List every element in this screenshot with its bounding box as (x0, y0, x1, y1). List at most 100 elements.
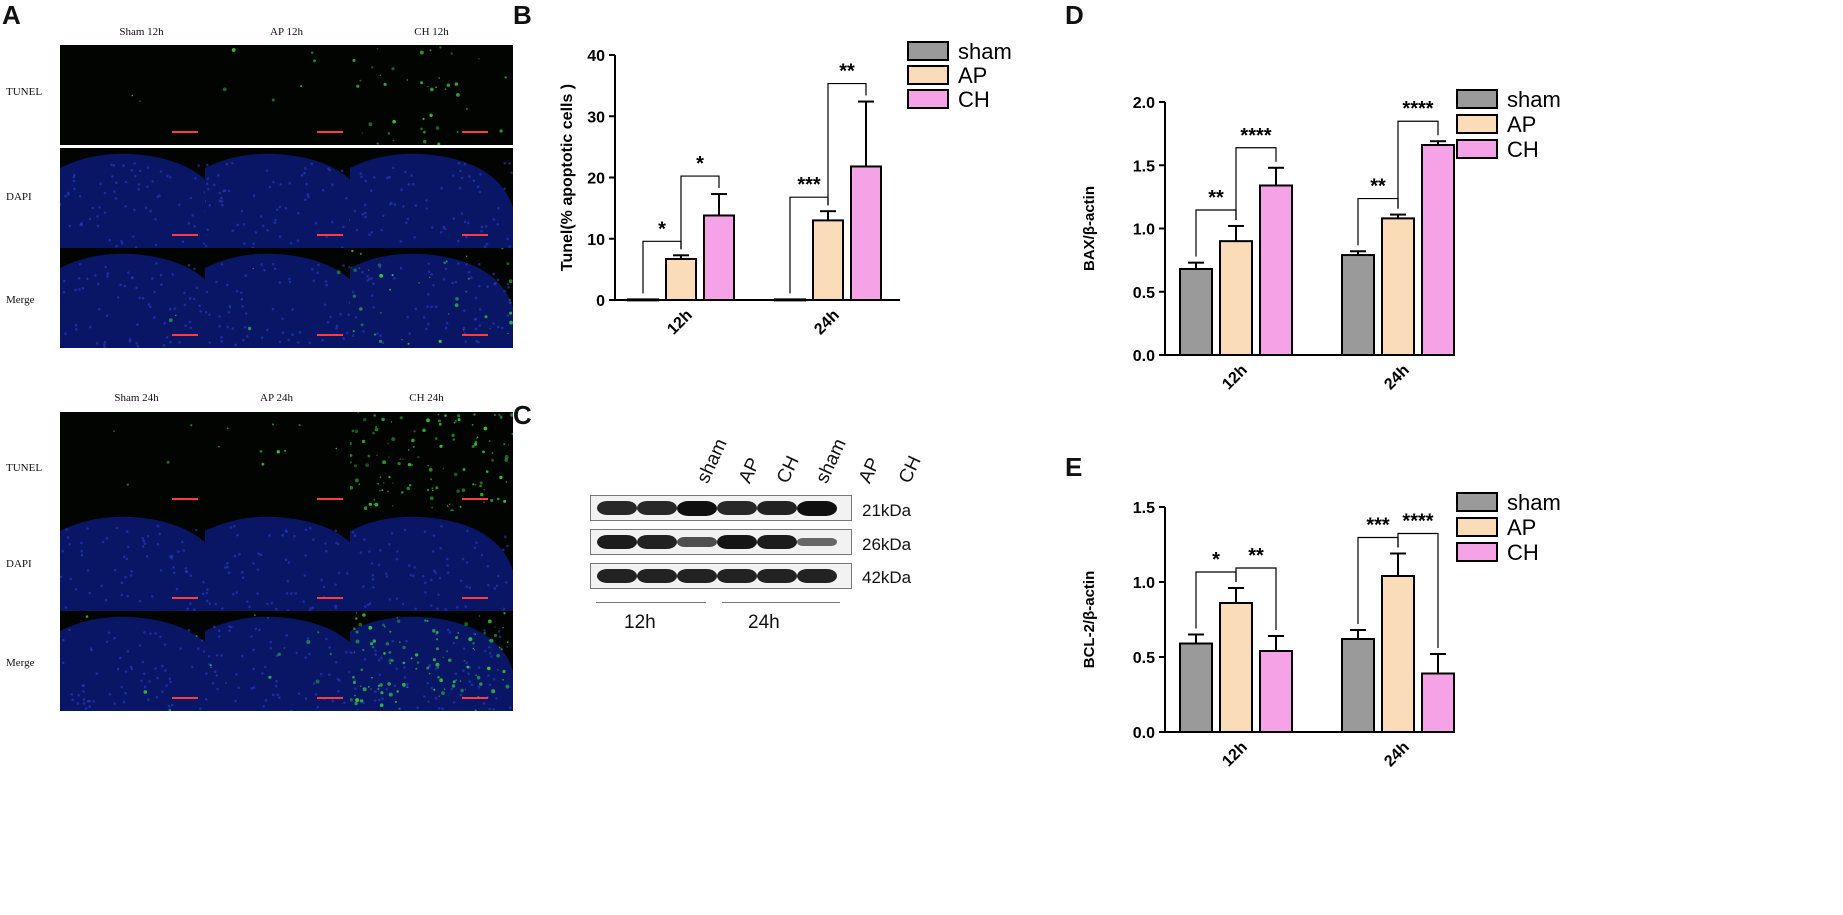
bar-CH (1259, 650, 1293, 733)
blot-band (677, 500, 717, 516)
scale-bar (317, 131, 343, 133)
timepoint-label: 12h (624, 612, 656, 633)
significance-label: ** (839, 61, 855, 83)
significance-bracket (1235, 567, 1277, 630)
blot-band (597, 569, 637, 583)
legend-label: AP (1507, 112, 1536, 137)
bar-AP (1219, 602, 1253, 733)
panel-letter-e: E (1065, 452, 1083, 482)
chart-tunel: 0 10 20 30 40 Tunel(% apoptotic cells ) 12h 24h… (520, 20, 1060, 390)
blot-band (637, 535, 677, 549)
legend-label: CH (1507, 137, 1539, 162)
bar-CH (703, 214, 735, 302)
scale-bar (172, 234, 198, 236)
lane-label: AP (855, 454, 885, 487)
bar-chart: 0 10 20 30 40 Tunel(% apoptotic cells ) 12h 24h… (559, 39, 1012, 339)
legend-swatch (1456, 114, 1498, 134)
bar-AP (665, 257, 697, 301)
y-tick-label: 0.0 (1133, 348, 1155, 365)
blot-band (717, 501, 757, 515)
y-tick-label: 1.0 (1133, 222, 1155, 239)
significance-label: ** (1208, 187, 1224, 209)
y-tick-label: 10 (587, 232, 605, 249)
panel-letter-b: B (513, 0, 532, 30)
blot-band (797, 537, 837, 547)
row-label: DAPI (6, 191, 32, 203)
micrograph-merge (60, 611, 223, 711)
lane-label: CH (895, 452, 926, 487)
lane-label: AP (735, 454, 765, 487)
scale-bar (172, 131, 198, 133)
bar-sham (1179, 267, 1213, 356)
x-tick-label: 12h (664, 307, 696, 339)
column-title: Sham 12h (119, 26, 164, 38)
scale-bar (317, 334, 343, 336)
y-tick-label: 30 (587, 109, 605, 126)
micrograph-dapi (60, 148, 223, 248)
significance-label: **** (1240, 125, 1271, 147)
y-axis-label: BCL-2/β-actin (1081, 571, 1098, 669)
bar-CH (850, 165, 882, 301)
legend-label: sham (1507, 87, 1561, 112)
micrograph-tunel (350, 412, 513, 512)
microscopy-panel: Sham 12h AP 12h CH 12h TUNEL DAPI Merge … (0, 0, 513, 915)
bar-sham (627, 298, 659, 302)
blot-strip (590, 529, 852, 555)
timepoint-underline (596, 602, 706, 603)
significance-label: ** (1370, 176, 1386, 198)
scale-bar (172, 498, 198, 500)
legend-swatch (907, 89, 949, 109)
micrograph-dapi (350, 511, 513, 611)
significance-bracket (1397, 120, 1439, 209)
micrograph-merge (350, 248, 513, 348)
scale-bar (172, 697, 198, 699)
blot-band (757, 534, 797, 550)
blot-band (597, 534, 637, 550)
bar-AP (1381, 575, 1415, 733)
column-title: AP 24h (260, 392, 293, 404)
bar-CH (1259, 184, 1293, 356)
lane-label: CH (773, 452, 804, 487)
scale-bar (462, 131, 488, 133)
legend-label: CH (958, 87, 990, 112)
legend-label: sham (1507, 490, 1561, 515)
scale-bar (317, 697, 343, 699)
y-tick-label: 0 (596, 293, 605, 310)
bar-AP (1381, 217, 1415, 356)
micrograph-merge (205, 611, 368, 711)
legend-label: AP (1507, 515, 1536, 540)
micrograph-merge (60, 248, 223, 348)
x-tick-label: 12h (1219, 739, 1251, 771)
timepoint-label: 24h (748, 612, 780, 633)
legend-swatch (1456, 517, 1498, 537)
chart-bcl2: 0.0 0.5 1.0 1.5 BCL-2/β-actin 12h 24h * ** *** ***… (1070, 445, 1840, 910)
legend-label: CH (1507, 540, 1539, 565)
blot-band (597, 501, 637, 515)
scale-bar (317, 597, 343, 599)
bar-sham (1341, 638, 1375, 733)
row-label: DAPI (6, 558, 32, 570)
y-tick-label: 40 (587, 48, 605, 65)
significance-bracket (827, 82, 867, 206)
blot-band (757, 569, 797, 583)
chart-bax: 0.0 0.5 1.0 1.5 2.0 BAX/β-actin 12h 24h ** **** **… (1070, 20, 1840, 420)
bar-sham (1341, 254, 1375, 356)
legend-swatch (907, 65, 949, 85)
micrograph-dapi (205, 511, 368, 611)
blot-band (637, 501, 677, 515)
x-tick-label: 12h (1219, 362, 1251, 394)
significance-label: **** (1402, 511, 1433, 533)
micrograph-tunel (60, 412, 223, 512)
significance-bracket (1397, 532, 1439, 648)
legend-label: sham (958, 39, 1012, 64)
micrograph-tunel (60, 45, 223, 145)
scale-bar (172, 334, 198, 336)
y-tick-label: 1.5 (1133, 500, 1155, 517)
y-tick-label: 20 (587, 171, 605, 188)
micrograph-tunel (205, 45, 368, 145)
blot-strip (590, 495, 852, 521)
legend-swatch (1456, 139, 1498, 159)
lane-label: sham (812, 435, 851, 487)
row-label: TUNEL (6, 462, 43, 474)
